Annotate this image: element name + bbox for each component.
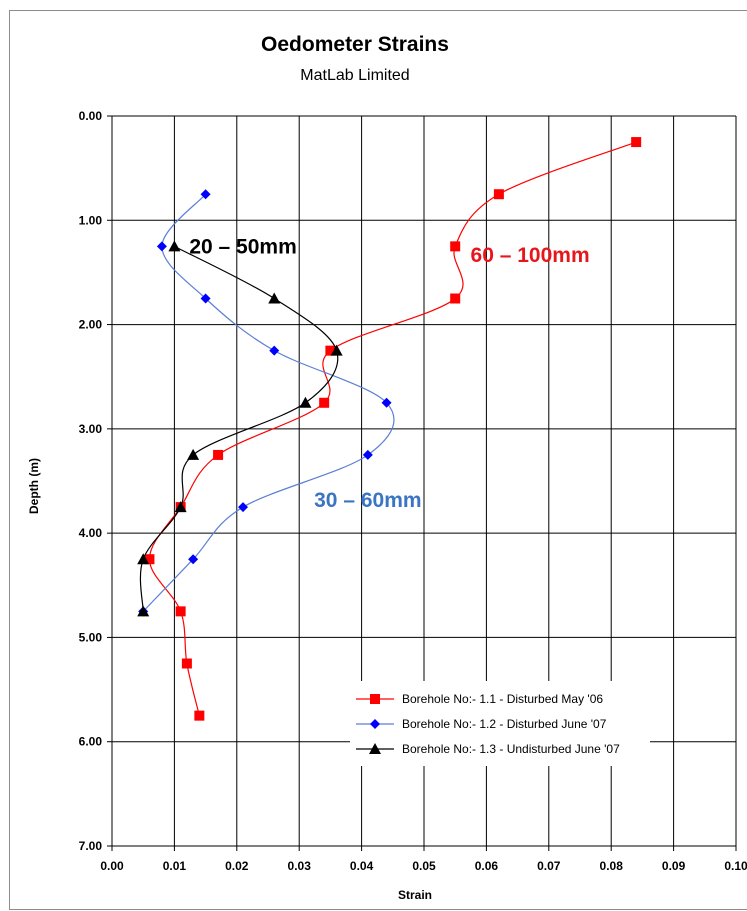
series-2-point bbox=[381, 397, 392, 408]
series-3-point bbox=[137, 553, 150, 565]
series-3-point bbox=[299, 396, 312, 408]
series-1 bbox=[144, 137, 642, 721]
legend: Borehole No:- 1.1 - Disturbed May '06 Bor… bbox=[350, 681, 650, 766]
series-3-point bbox=[137, 605, 150, 617]
x-tick-label: 0.08 bbox=[600, 859, 624, 873]
series-1-point bbox=[325, 345, 336, 356]
series-1-point bbox=[213, 449, 224, 460]
legend-swatch-marker bbox=[370, 719, 380, 729]
annotation-label: 30 – 60mm bbox=[314, 489, 421, 512]
legend-entry: Borehole No:- 1.2 - Disturbed June '07 bbox=[402, 717, 607, 731]
chart-title: Oedometer Strains bbox=[261, 33, 449, 56]
annotations: 20 – 50mm 60 – 100mm 30 – 60mm bbox=[189, 236, 589, 512]
x-tick-label: 0.00 bbox=[100, 859, 124, 873]
series-1-point bbox=[181, 658, 192, 669]
y-axis-label: Depth (m) bbox=[27, 458, 41, 514]
x-tick-label: 0.01 bbox=[163, 859, 187, 873]
series-group bbox=[137, 137, 642, 721]
series-2-point bbox=[188, 554, 199, 565]
series-1-point bbox=[319, 397, 330, 408]
series-3-point bbox=[330, 344, 343, 356]
legend-entry: Borehole No:- 1.1 - Disturbed May '06 bbox=[402, 692, 603, 706]
series-3-point bbox=[168, 240, 181, 252]
annotation-label: 60 – 100mm bbox=[471, 244, 590, 267]
x-tick-label: 0.05 bbox=[412, 859, 436, 873]
y-tick-label: 4.00 bbox=[79, 526, 103, 540]
series-1-point bbox=[493, 189, 504, 200]
legend-swatch-marker bbox=[370, 694, 380, 704]
x-tick-label: 0.03 bbox=[288, 859, 312, 873]
series-1-point bbox=[194, 710, 205, 721]
legend-entry: Borehole No:- 1.3 - Undisturbed June '07 bbox=[402, 742, 620, 756]
series-2-point bbox=[156, 241, 167, 252]
series-2-point bbox=[362, 449, 373, 460]
series-1-point bbox=[450, 241, 461, 252]
x-tick-label: 0.09 bbox=[662, 859, 686, 873]
y-tick-label: 0.00 bbox=[79, 109, 103, 123]
series-2-point bbox=[200, 189, 211, 200]
series-1-point bbox=[631, 137, 642, 148]
series-3 bbox=[137, 240, 343, 617]
x-tick-label: 0.06 bbox=[475, 859, 499, 873]
series-3-point bbox=[268, 292, 281, 304]
y-tick-label: 6.00 bbox=[79, 735, 103, 749]
series-3-point bbox=[174, 501, 187, 513]
oedometer-chart: Oedometer Strains MatLab Limited 0.00 0.0… bbox=[27, 33, 747, 902]
series-1-point bbox=[450, 293, 461, 304]
y-tick-label: 1.00 bbox=[79, 213, 103, 227]
tick-labels: 0.00 0.01 0.02 0.03 0.04 0.05 0.06 0.07 0.08 0.09… bbox=[79, 109, 747, 873]
y-tick-label: 3.00 bbox=[79, 422, 103, 436]
x-tick-label: 0.04 bbox=[350, 859, 374, 873]
y-tick-label: 2.00 bbox=[79, 318, 103, 332]
series-1-point bbox=[175, 606, 186, 617]
series-2-point bbox=[238, 502, 249, 513]
series-3-point bbox=[187, 448, 200, 460]
x-tick-label: 0.10 bbox=[724, 859, 747, 873]
chart-subtitle: MatLab Limited bbox=[300, 67, 409, 84]
legend-box bbox=[350, 681, 650, 766]
series-1-point bbox=[144, 554, 155, 565]
y-tick-label: 5.00 bbox=[79, 630, 103, 644]
series-2 bbox=[138, 189, 395, 617]
x-tick-label: 0.07 bbox=[537, 859, 561, 873]
x-axis-label: Strain bbox=[398, 888, 432, 902]
annotation-label: 20 – 50mm bbox=[189, 236, 296, 259]
y-tick-label: 7.00 bbox=[79, 839, 103, 853]
series-2-point bbox=[200, 293, 211, 304]
x-tick-label: 0.02 bbox=[225, 859, 249, 873]
legend-swatch-marker bbox=[369, 743, 381, 754]
series-2-point bbox=[269, 345, 280, 356]
chart-frame: Oedometer Strains MatLab Limited 0.00 0.0… bbox=[9, 10, 747, 910]
